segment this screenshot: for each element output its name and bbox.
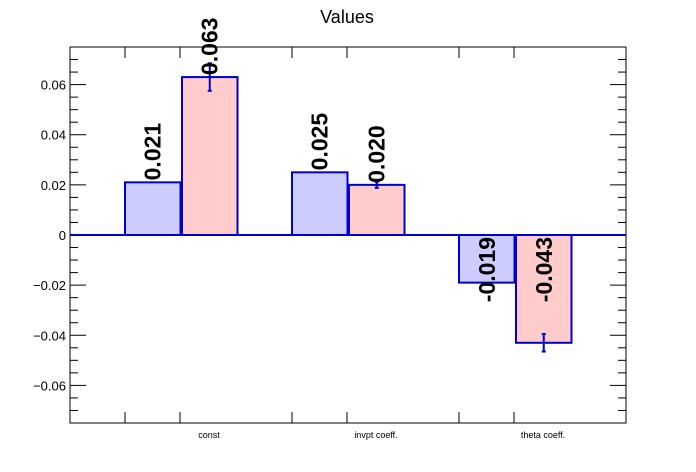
data-label: 0.021 (140, 123, 166, 181)
data-label: -0.043 (531, 237, 557, 302)
x-axis: const invpt coeff. theta coeff. (124, 47, 565, 440)
bar (348, 183, 406, 237)
y-tick-label: 0.02 (41, 178, 66, 193)
chart-title: Values (320, 7, 374, 27)
y-tick-label: 0.06 (41, 78, 66, 93)
y-tick-label: 0 (59, 228, 66, 243)
category-label: invpt coeff. (354, 430, 397, 440)
bar (124, 181, 182, 236)
y-axis: −0.06 −0.04 −0.02 0 0.02 0.04 0.06 (33, 46, 626, 424)
data-label: 0.020 (364, 125, 390, 183)
y-tick-label: −0.06 (33, 378, 66, 393)
data-label: -0.019 (474, 237, 500, 302)
bar (291, 171, 349, 236)
data-label: 0.063 (197, 18, 223, 76)
data-labels: 0.021 0.025 -0.019 0.063 0.020 -0.043 (140, 18, 557, 303)
error-bars (207, 62, 546, 353)
bars (124, 76, 573, 344)
y-tick-label: 0.04 (41, 128, 66, 143)
data-label: 0.025 (307, 113, 333, 171)
category-label: theta coeff. (521, 430, 565, 440)
y-tick-label: −0.02 (33, 278, 66, 293)
y-tick-label: −0.04 (33, 328, 66, 343)
bar (181, 76, 239, 236)
category-label: const (198, 430, 220, 440)
